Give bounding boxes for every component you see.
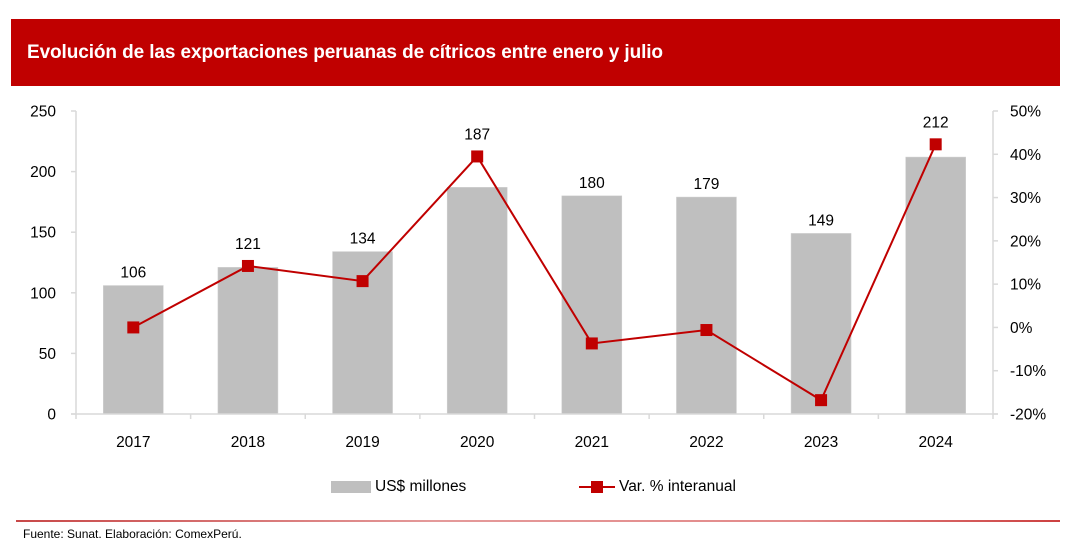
x-tick-label: 2023	[804, 434, 838, 451]
right-tick-label: 50%	[1010, 104, 1041, 121]
left-tick-label: 100	[30, 285, 56, 302]
variation-line	[132, 143, 937, 402]
left-tick-label: 200	[30, 164, 56, 181]
x-tick-label: 2017	[116, 434, 150, 451]
bar-value-label: 180	[579, 175, 605, 192]
line-marker-2023	[815, 394, 828, 407]
square-marker-icon	[591, 481, 603, 493]
bar-value-label: 121	[235, 236, 261, 253]
x-tick-label: 2019	[345, 434, 379, 451]
bar-2020	[446, 187, 508, 415]
legend-bar-label: US$ millones	[375, 478, 467, 495]
right-tick-label: -20%	[1010, 407, 1046, 424]
line-marker-2017	[127, 321, 140, 334]
bar-2017	[103, 285, 164, 415]
legend-line-label: Var. % interanual	[619, 478, 736, 495]
bar-value-label: 187	[464, 126, 490, 143]
bar-2018	[217, 267, 279, 415]
right-tick-label: 30%	[1010, 190, 1041, 207]
line-marker-2021	[585, 337, 598, 350]
legend-item-line: Var. % interanual	[579, 478, 736, 496]
bar-2024	[905, 156, 966, 415]
bar-value-label: 134	[350, 231, 376, 248]
source-note: Fuente: Sunat. Elaboración: ComexPerú.	[23, 527, 242, 541]
line-marker-2022	[700, 324, 713, 337]
left-tick-label: 0	[47, 407, 56, 424]
labels-layer: 106 121 134 187 180 179 149 212	[120, 114, 948, 281]
left-tick-label: 250	[30, 104, 56, 121]
footer-divider	[16, 520, 1060, 522]
bar-value-label: 179	[694, 176, 720, 193]
legend-line-swatch	[579, 480, 615, 494]
right-tick-label: 0%	[1010, 320, 1033, 337]
legend-item-bars: US$ millones	[331, 478, 466, 496]
chart-header: Evolución de las exportaciones peruanas …	[11, 19, 1060, 86]
legend-bar-swatch	[331, 481, 371, 493]
bar-value-label: 212	[923, 114, 949, 131]
right-tick-label: 10%	[1010, 277, 1041, 294]
bar-2021	[561, 195, 623, 415]
bar-2023	[790, 233, 852, 415]
bars-layer	[103, 156, 966, 415]
axes-layer: 0 50 100 150 200 250 -20% -10% 0% 10% 20% 30% 40% 50%…	[30, 104, 1046, 452]
bar-value-label: 106	[120, 265, 146, 282]
chart-title: Evolución de las exportaciones peruanas …	[27, 42, 663, 63]
line-marker-2020	[471, 150, 484, 163]
right-tick-label: 40%	[1010, 147, 1041, 164]
left-tick-label: 150	[30, 225, 56, 242]
x-tick-label: 2024	[918, 434, 953, 451]
right-tick-label: 20%	[1010, 233, 1041, 250]
line-layer	[127, 138, 942, 407]
left-tick-label: 50	[39, 346, 57, 363]
x-tick-label: 2021	[575, 434, 609, 451]
bar-2022	[676, 196, 737, 415]
right-tick-label: -10%	[1010, 363, 1046, 380]
chart-legend: US$ millones Var. % interanual	[0, 478, 1079, 498]
line-marker-2018	[241, 259, 254, 272]
line-marker-2024	[929, 138, 942, 151]
x-tick-label: 2020	[460, 434, 495, 451]
x-tick-label: 2018	[231, 434, 265, 451]
x-tick-label: 2022	[689, 434, 723, 451]
line-marker-2019	[356, 275, 369, 288]
bar-value-label: 149	[808, 212, 834, 229]
